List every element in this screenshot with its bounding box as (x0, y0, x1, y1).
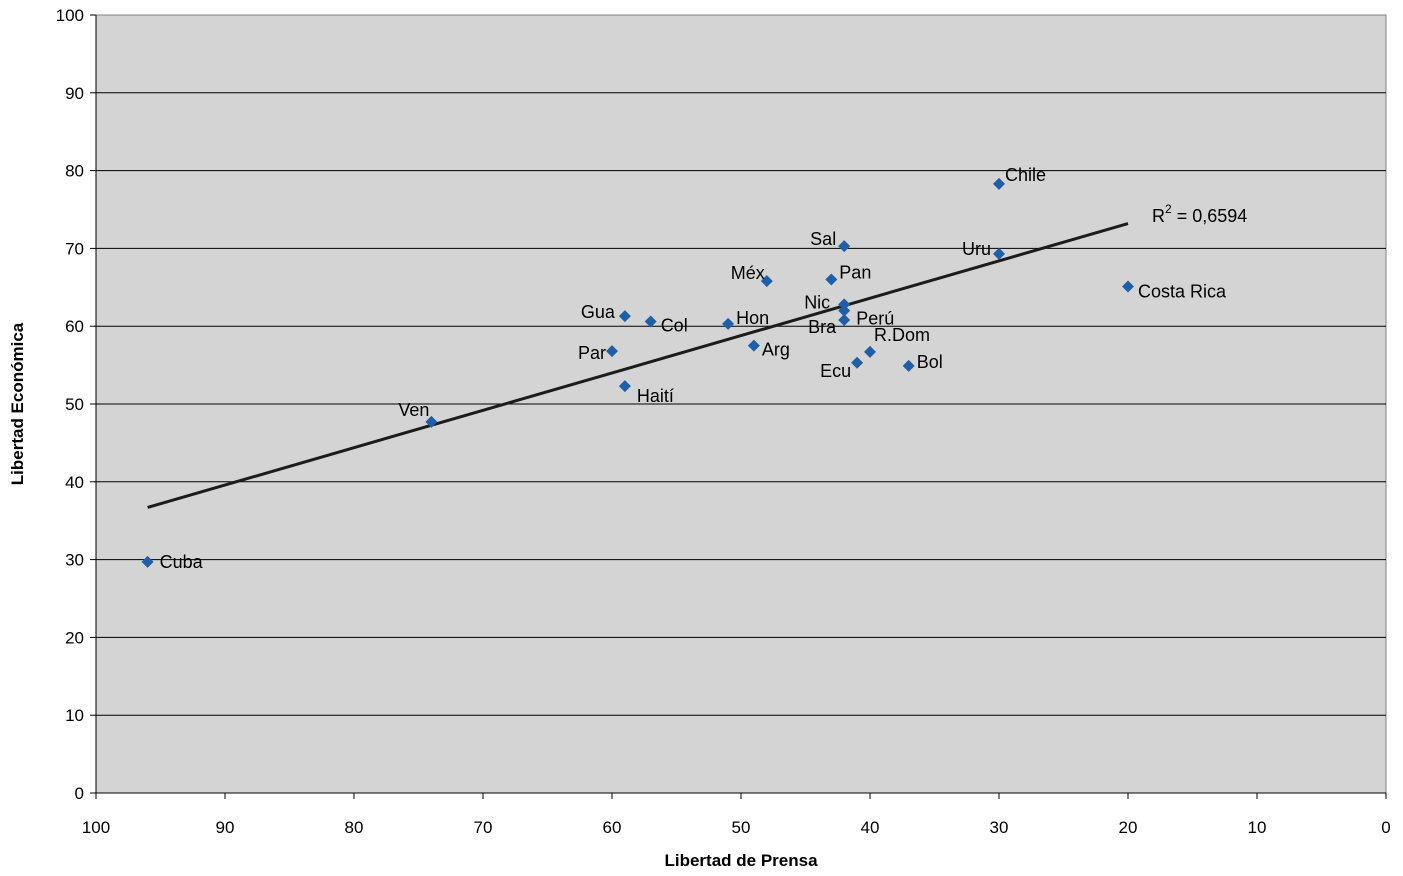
data-point (618, 310, 631, 323)
y-tick-label: 70 (65, 239, 84, 258)
data-point (838, 298, 851, 311)
data-point (902, 359, 915, 372)
x-tick-label: 30 (990, 818, 1009, 837)
point-label: Sal (810, 229, 836, 249)
data-point (838, 313, 851, 326)
y-tick-label: 90 (65, 84, 84, 103)
x-tick-labels: 100 90 80 70 60 50 40 30 20 10 0 (82, 818, 1391, 837)
x-tick-label: 100 (82, 818, 110, 837)
point-label: Costa Rica (1138, 282, 1227, 302)
data-point (618, 380, 631, 393)
point-label: R.Dom (874, 325, 930, 345)
y-axis-title: Libertad Económica (8, 322, 27, 485)
x-tick-label: 60 (603, 818, 622, 837)
point-label: Cuba (160, 552, 204, 572)
y-tick-label: 60 (65, 317, 84, 336)
data-point (993, 247, 1005, 260)
data-point (644, 315, 657, 328)
data-point (825, 273, 838, 286)
y-tick-label: 30 (65, 551, 84, 570)
y-tick-label: 50 (65, 395, 84, 414)
point-label: Ecu (820, 361, 851, 381)
x-tick-label: 10 (1248, 818, 1267, 837)
data-point (722, 317, 735, 330)
data-point (141, 555, 154, 568)
r-squared-value: = 0,6594 (1172, 206, 1248, 226)
y-tick-labels: 0 10 20 30 40 50 60 70 80 90 100 (56, 6, 84, 803)
point-label: Chile (1005, 165, 1046, 185)
y-tick-label: 100 (56, 6, 84, 25)
data-point (747, 339, 760, 352)
data-point (851, 356, 864, 369)
point-label: Hon (736, 308, 769, 328)
point-label: Bol (917, 352, 943, 372)
data-point (760, 275, 773, 288)
x-axis-title: Libertad de Prensa (664, 851, 818, 870)
x-tick-label: 90 (216, 818, 235, 837)
y-tick-label: 20 (65, 628, 84, 647)
point-label: Pan (839, 263, 871, 283)
r-squared-superscript: 2 (1165, 202, 1172, 216)
point-label: Haití (637, 386, 674, 406)
point-label: Perú (856, 309, 894, 329)
point-label: Ven (398, 400, 429, 420)
point-label: Uru (962, 239, 991, 259)
data-point (838, 304, 851, 317)
x-tick-label: 70 (474, 818, 493, 837)
x-tick-label: 80 (345, 818, 364, 837)
data-point (425, 415, 438, 428)
point-label: Col (661, 316, 688, 336)
data-point (993, 177, 1005, 190)
x-tick-label: 20 (1119, 818, 1138, 837)
r-squared-prefix: R (1152, 206, 1165, 226)
data-point (1122, 280, 1134, 293)
point-label: Gua (581, 302, 616, 322)
y-tick-label: 40 (65, 473, 84, 492)
x-tick-label: 40 (861, 818, 880, 837)
data-point (838, 240, 851, 253)
point-label: Bra (808, 317, 837, 337)
trendline (147, 222, 1129, 509)
gridlines (96, 92, 1386, 716)
data-point (606, 345, 618, 358)
x-tick-label: 50 (732, 818, 751, 837)
point-label: Méx (731, 263, 765, 283)
point-label: Arg (762, 340, 790, 360)
axes (90, 14, 1387, 799)
r-squared-label: R2 = 0,6594 (1152, 202, 1247, 226)
y-tick-label: 80 (65, 162, 84, 181)
x-tick-label: 0 (1381, 818, 1390, 837)
y-tick-label: 0 (75, 784, 84, 803)
point-label: Nic (804, 292, 830, 312)
data-points (141, 177, 1134, 568)
point-label: Par (578, 343, 606, 363)
y-tick-label: 10 (65, 706, 84, 725)
data-point (864, 345, 876, 358)
